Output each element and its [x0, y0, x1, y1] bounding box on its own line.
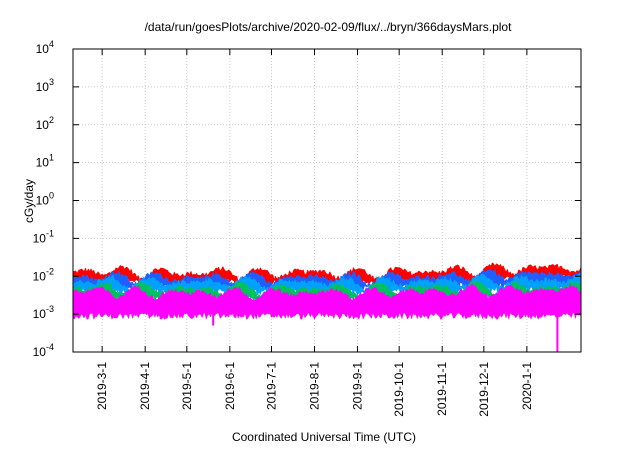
- y-tick-label: 104: [36, 39, 54, 56]
- x-tick-label: 2019-6-1: [223, 362, 237, 410]
- x-tick-label: 2019-5-1: [180, 362, 194, 410]
- x-axis-label: Coordinated Universal Time (UTC): [232, 430, 416, 444]
- ticks: 10-4 10-3 10-2 10-1 100 101 102 103 104 2019-3-1 2…: [33, 39, 581, 417]
- y-tick-label: 10-1: [33, 228, 54, 245]
- y-tick-label: 102: [36, 115, 54, 132]
- x-tick-label: 2020-1-1: [520, 362, 534, 410]
- plot-frame: [72, 48, 582, 353]
- y-axis-label: cGy/day: [22, 179, 36, 223]
- chart-title: /data/run/goesPlots/archive/2020-02-09/f…: [145, 20, 513, 34]
- y-tick-label: 10-2: [33, 266, 54, 283]
- x-tick-label: 2019-10-1: [392, 362, 406, 417]
- x-tick-label: 2019-7-1: [264, 362, 278, 410]
- series-layer: [72, 262, 582, 352]
- x-tick-label: 2019-9-1: [351, 362, 365, 410]
- y-tick-label: 10-3: [33, 304, 54, 321]
- y-tick-label: 100: [36, 191, 54, 208]
- y-tick-label: 10-4: [33, 342, 54, 359]
- y-tick-label: 103: [36, 77, 54, 94]
- x-tick-label: 2019-4-1: [138, 362, 152, 410]
- x-tick-label: 2019-12-1: [477, 362, 491, 417]
- x-tick-label: 2019-8-1: [308, 362, 322, 410]
- x-tick-label: 2019-3-1: [95, 362, 109, 410]
- y-tick-label: 101: [36, 153, 54, 170]
- x-tick-label: 2019-11-1: [435, 362, 449, 416]
